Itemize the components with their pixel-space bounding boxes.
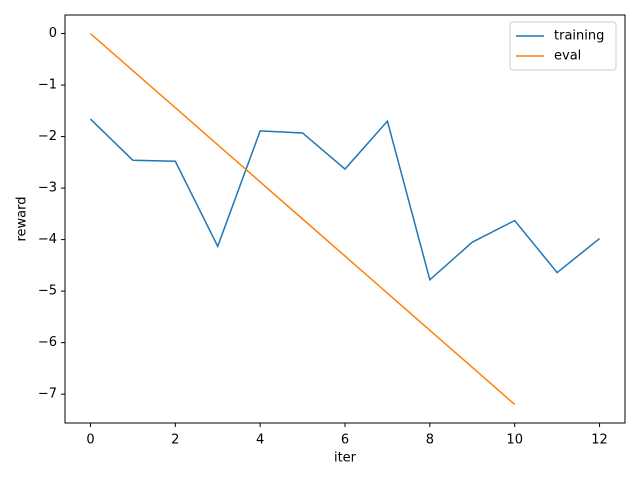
- y-tick-label: −2: [38, 129, 57, 144]
- legend-label: training: [554, 29, 604, 44]
- x-tick-label: 0: [86, 433, 94, 448]
- y-tick-label: −4: [38, 232, 57, 247]
- y-tick-label: −5: [38, 284, 57, 299]
- y-tick-label: −6: [38, 335, 57, 350]
- x-tick-label: 8: [426, 433, 434, 448]
- x-tick-label: 4: [256, 433, 264, 448]
- x-tick-label: 2: [171, 433, 179, 448]
- y-tick-label: −3: [38, 181, 57, 196]
- x-tick-label: 10: [506, 433, 523, 448]
- legend-label: eval: [554, 49, 581, 64]
- x-tick-label: 6: [341, 433, 349, 448]
- axes-frame: [64, 14, 626, 424]
- y-tick-label: −7: [38, 387, 57, 402]
- data-line: [89, 118, 601, 282]
- x-tick-label: 12: [591, 433, 608, 448]
- y-tick-label: −1: [38, 78, 57, 93]
- data-line: [89, 32, 516, 406]
- y-tick-label: 0: [49, 26, 57, 41]
- x-axis-label: iter: [334, 451, 357, 466]
- legend-box: [509, 21, 617, 71]
- y-axis-label: reward: [15, 196, 30, 241]
